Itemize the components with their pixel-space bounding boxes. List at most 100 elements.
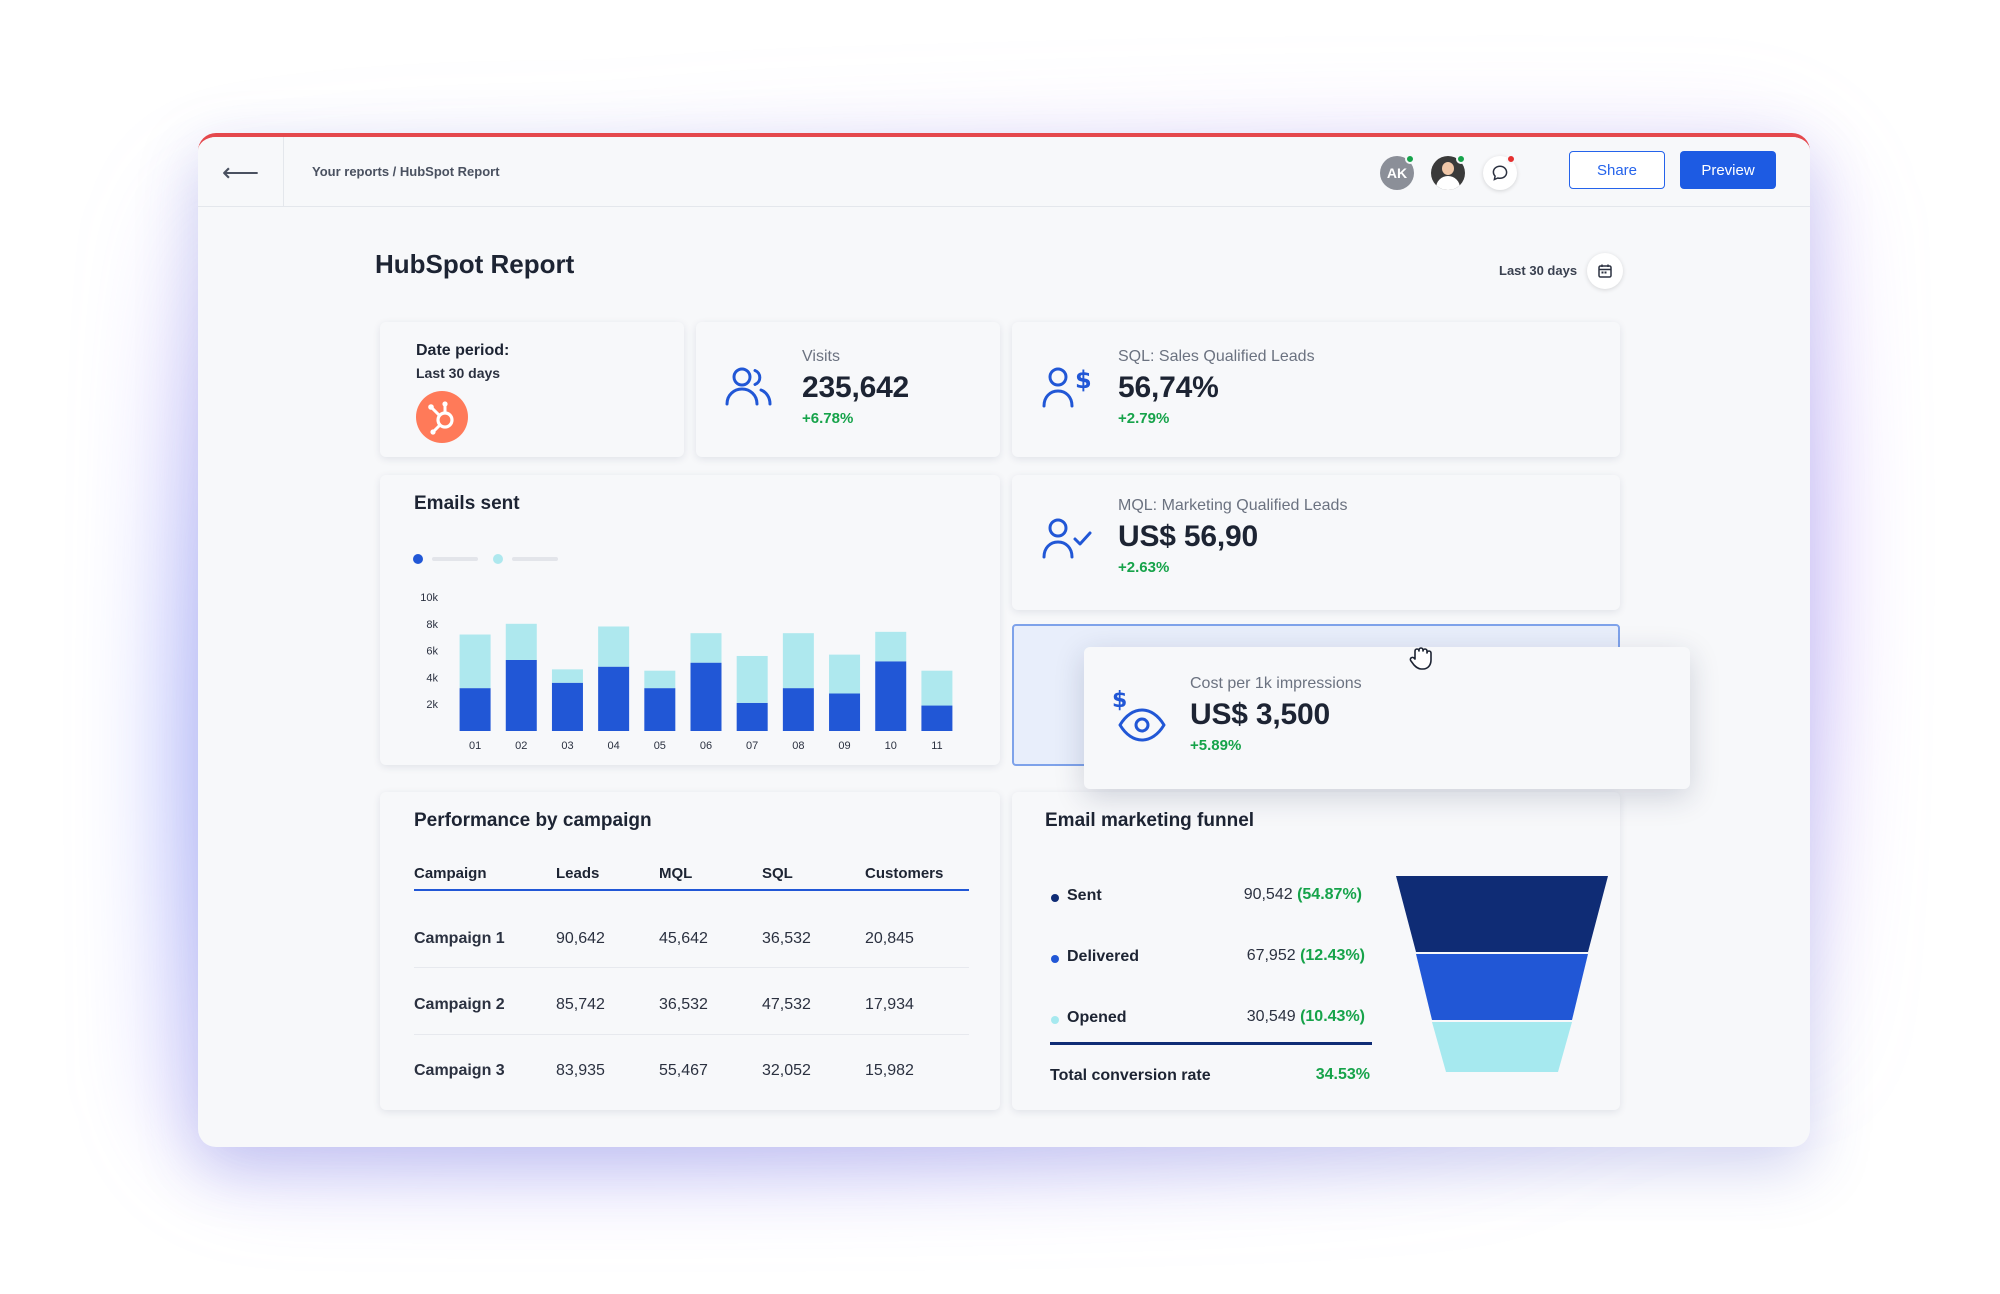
table-row-2-campaign: Campaign 2 xyxy=(414,996,505,1013)
performance-by-campaign-card: Performance by campaign Campaign Leads M… xyxy=(380,792,1000,1110)
sql-kpi-card[interactable]: $ SQL: Sales Qualified Leads 56,74% +2.7… xyxy=(1012,322,1620,457)
column-header-sql[interactable]: SQL xyxy=(762,865,793,882)
table-row-3-leads: 83,935 xyxy=(556,1062,605,1079)
mql-value: US$ 56,90 xyxy=(1118,520,1258,553)
table-row-2-leads: 85,742 xyxy=(556,996,605,1013)
x-tick-label: 08 xyxy=(792,740,804,752)
mql-delta: +2.63% xyxy=(1118,559,1170,576)
emails-sent-title: Emails sent xyxy=(414,493,520,514)
bar-01-series-1[interactable] xyxy=(459,688,491,731)
avatar-body-shape xyxy=(1436,176,1460,190)
table-row-1-campaign: Campaign 1 xyxy=(414,930,505,947)
bar-11-series-2[interactable] xyxy=(921,670,953,706)
campaign-table-title: Performance by campaign xyxy=(414,810,652,831)
online-status-dot xyxy=(1456,154,1466,164)
avatar-head-shape xyxy=(1442,162,1454,175)
column-header-customers[interactable]: Customers xyxy=(865,865,944,882)
bar-06-series-2[interactable] xyxy=(690,633,722,663)
y-tick-label: 10k xyxy=(420,592,438,604)
date-range-label[interactable]: Last 30 days xyxy=(1499,263,1578,278)
funnel-count-delivered: 67,952 xyxy=(1246,947,1296,964)
column-header-campaign[interactable]: Campaign xyxy=(414,865,487,882)
visits-value: 235,642 xyxy=(802,371,910,404)
bar-02-series-2[interactable] xyxy=(505,623,537,660)
funnel-title: Email marketing funnel xyxy=(1045,810,1255,831)
funnel-pct-opened: (10.43%) xyxy=(1300,1008,1365,1025)
bar-09-series-2[interactable] xyxy=(829,654,861,694)
bar-01-series-2[interactable] xyxy=(459,634,491,689)
notification-dot xyxy=(1506,154,1516,164)
table-row-3-mql: 55,467 xyxy=(659,1062,708,1079)
funnel-count-opened: 30,549 xyxy=(1246,1008,1296,1025)
delivered-bullet xyxy=(1051,955,1059,963)
bar-05-series-2[interactable] xyxy=(644,670,676,689)
share-button[interactable]: Share xyxy=(1569,151,1665,189)
x-tick-label: 07 xyxy=(746,740,758,752)
funnel-pct-sent: (54.87%) xyxy=(1297,886,1362,903)
funnel-label-delivered: Delivered xyxy=(1067,948,1140,965)
x-tick-label: 01 xyxy=(469,740,481,752)
x-tick-label: 03 xyxy=(561,740,573,752)
bar-08-series-1[interactable] xyxy=(782,688,814,731)
bar-04-series-2[interactable] xyxy=(598,626,630,667)
funnel-stage-sent xyxy=(1396,876,1608,952)
bar-02-series-1[interactable] xyxy=(505,659,537,731)
date-period-value: Last 30 days xyxy=(416,365,501,381)
users-icon xyxy=(725,367,772,406)
breadcrumb[interactable]: Your reports / HubSpot Report xyxy=(312,164,500,179)
funnel-value-sent: 90,542 (54.87%) xyxy=(1202,886,1362,904)
avatar-initials: AK xyxy=(1386,165,1408,181)
bar-07-series-2[interactable] xyxy=(736,655,768,703)
bar-08-series-2[interactable] xyxy=(782,633,814,689)
visits-delta: +6.78% xyxy=(802,410,854,427)
legend-dot-series-2[interactable] xyxy=(493,554,503,564)
y-tick-label: 2k xyxy=(426,699,438,711)
cpm-value: US$ 3,500 xyxy=(1190,698,1330,731)
x-tick-label: 05 xyxy=(654,740,666,752)
legend-dot-series-1[interactable] xyxy=(413,554,423,564)
bar-05-series-1[interactable] xyxy=(644,688,676,731)
top-bar: ⟵ Your reports / HubSpot Report AK Share… xyxy=(198,137,1810,207)
mql-label: MQL: Marketing Qualified Leads xyxy=(1118,497,1348,514)
bar-09-series-1[interactable] xyxy=(829,693,861,731)
legend-label-placeholder xyxy=(512,557,558,561)
date-period-label: Date period: xyxy=(416,342,510,359)
bar-10-series-2[interactable] xyxy=(875,631,907,662)
column-header-mql[interactable]: MQL xyxy=(659,865,693,882)
grab-cursor-icon xyxy=(1409,647,1432,670)
x-tick-label: 02 xyxy=(515,740,527,752)
sql-value: 56,74% xyxy=(1118,371,1219,404)
bar-07-series-1[interactable] xyxy=(736,702,768,731)
bar-10-series-1[interactable] xyxy=(875,661,907,731)
bar-11-series-1[interactable] xyxy=(921,705,953,731)
visits-kpi-card[interactable]: Visits 235,642 +6.78% xyxy=(696,322,1000,457)
table-row-3-sql: 32,052 xyxy=(762,1062,811,1079)
bar-03-series-1[interactable] xyxy=(551,682,583,731)
visits-label: Visits xyxy=(802,348,840,365)
bar-04-series-1[interactable] xyxy=(598,666,630,731)
table-row-2-sql: 47,532 xyxy=(762,996,811,1013)
cpm-kpi-card-dragging[interactable]: $ Cost per 1k impressions US$ 3,500 +5.8… xyxy=(1084,647,1690,789)
cpm-label: Cost per 1k impressions xyxy=(1190,675,1362,692)
table-row-1-sql: 36,532 xyxy=(762,930,811,947)
bar-03-series-2[interactable] xyxy=(551,669,583,683)
back-button[interactable]: ⟵ xyxy=(198,137,284,207)
date-picker-button[interactable] xyxy=(1587,253,1623,289)
sql-label: SQL: Sales Qualified Leads xyxy=(1118,348,1315,365)
y-tick-label: 6k xyxy=(426,646,438,658)
table-header-underline xyxy=(414,889,969,891)
funnel-total-divider xyxy=(1050,1042,1372,1045)
app-window: ⟵ Your reports / HubSpot Report AK Share… xyxy=(198,133,1810,1147)
cpm-delta: +5.89% xyxy=(1190,737,1242,754)
table-row-1-customers: 20,845 xyxy=(865,930,914,947)
online-status-dot xyxy=(1405,154,1415,164)
mql-kpi-card[interactable]: MQL: Marketing Qualified Leads US$ 56,90… xyxy=(1012,475,1620,610)
x-tick-label: 06 xyxy=(700,740,712,752)
preview-button[interactable]: Preview xyxy=(1680,151,1776,189)
bar-06-series-1[interactable] xyxy=(690,662,722,731)
svg-text:$: $ xyxy=(1075,366,1092,394)
funnel-count-sent: 90,542 xyxy=(1243,886,1293,903)
user-dollar-icon: $ xyxy=(1042,366,1092,408)
x-tick-label: 04 xyxy=(608,740,620,752)
column-header-leads[interactable]: Leads xyxy=(556,865,600,882)
